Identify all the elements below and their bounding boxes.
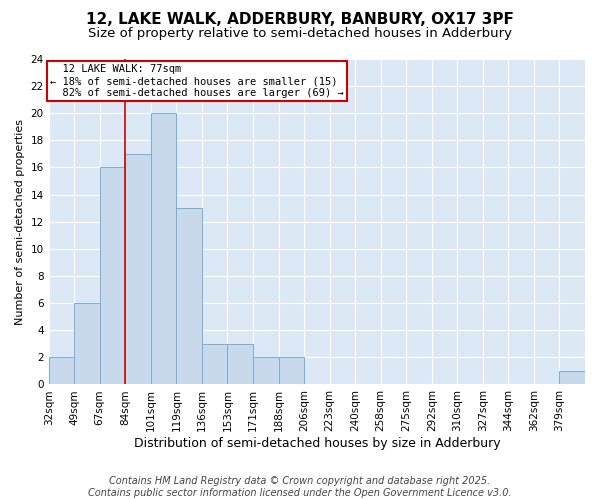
- Text: 12, LAKE WALK, ADDERBURY, BANBURY, OX17 3PF: 12, LAKE WALK, ADDERBURY, BANBURY, OX17 …: [86, 12, 514, 28]
- Bar: [227, 344, 253, 385]
- Bar: [278, 358, 304, 384]
- Bar: [176, 208, 202, 384]
- Y-axis label: Number of semi-detached properties: Number of semi-detached properties: [15, 118, 25, 324]
- X-axis label: Distribution of semi-detached houses by size in Adderbury: Distribution of semi-detached houses by …: [134, 437, 500, 450]
- Text: Size of property relative to semi-detached houses in Adderbury: Size of property relative to semi-detach…: [88, 28, 512, 40]
- Bar: [559, 371, 585, 384]
- Text: Contains HM Land Registry data © Crown copyright and database right 2025.
Contai: Contains HM Land Registry data © Crown c…: [88, 476, 512, 498]
- Bar: [100, 168, 125, 384]
- Bar: [253, 358, 278, 384]
- Bar: [151, 113, 176, 384]
- Bar: [202, 344, 227, 385]
- Text: 12 LAKE WALK: 77sqm
← 18% of semi-detached houses are smaller (15)
  82% of semi: 12 LAKE WALK: 77sqm ← 18% of semi-detach…: [50, 64, 344, 98]
- Bar: [74, 303, 100, 384]
- Bar: [125, 154, 151, 384]
- Bar: [49, 358, 74, 384]
